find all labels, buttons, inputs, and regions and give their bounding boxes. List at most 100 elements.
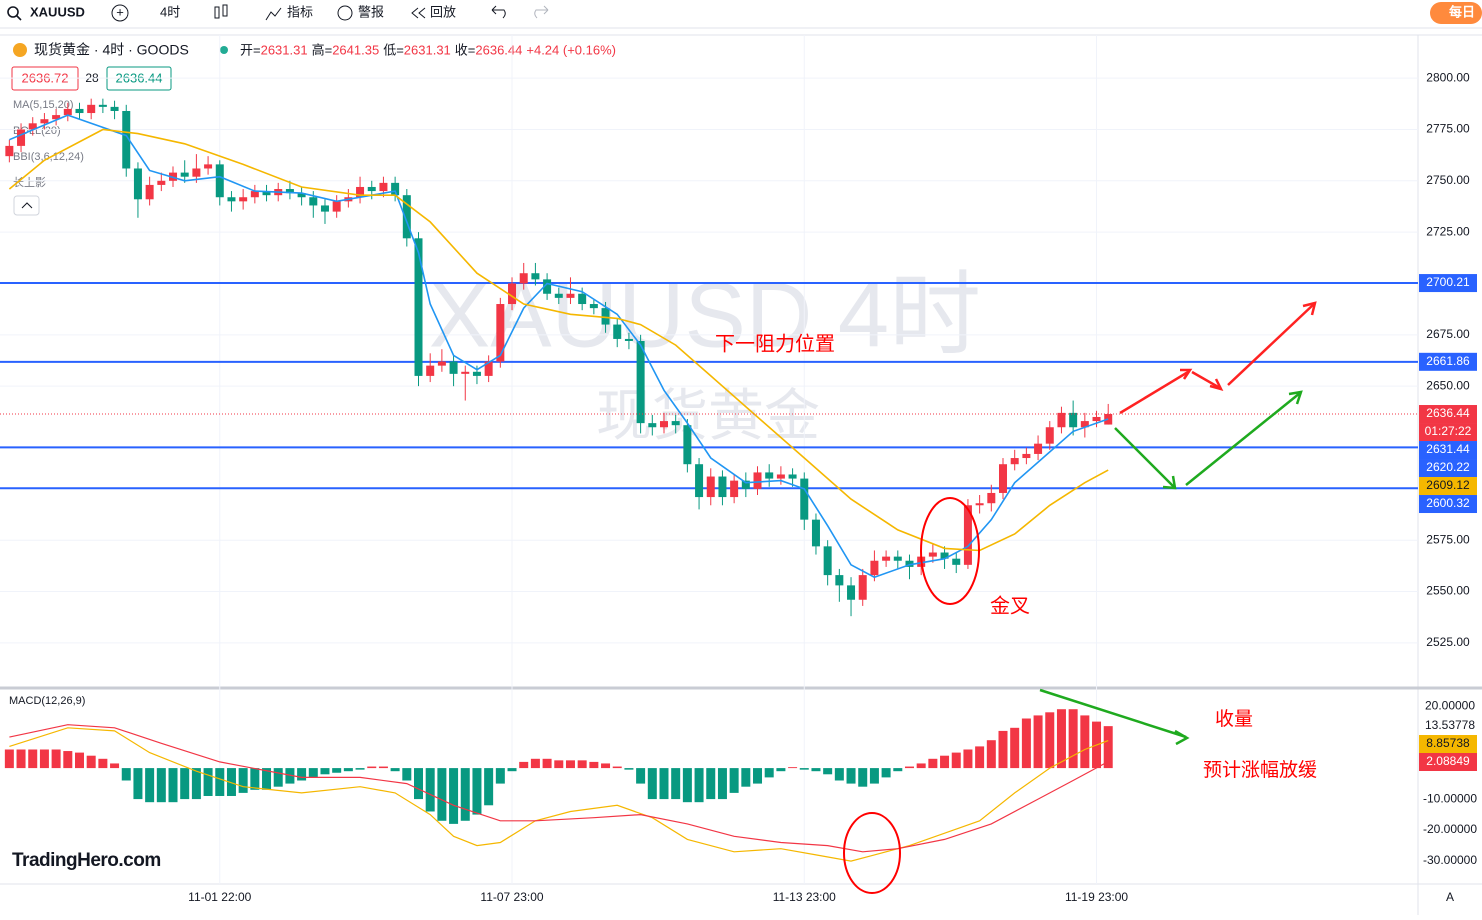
- candle-body: [554, 293, 563, 298]
- annotation: 预计涨幅放缓: [1203, 759, 1317, 781]
- macd-bar: [203, 768, 213, 796]
- search-icon[interactable]: [16, 15, 22, 21]
- candle-body: [589, 304, 598, 309]
- candle-body: [1022, 453, 1031, 459]
- candle-body: [671, 421, 680, 426]
- candle-body: [5, 145, 14, 157]
- macd-bar: [811, 768, 821, 772]
- macd-bar: [519, 761, 529, 769]
- x-tick-label: 11-01 22:00: [188, 890, 251, 904]
- candle-body: [730, 480, 739, 498]
- badge-text[interactable]: 每日: [1449, 4, 1475, 19]
- alert-icon[interactable]: [337, 5, 353, 21]
- macd-bar: [297, 768, 307, 781]
- price-label: 2609.12: [1426, 478, 1470, 492]
- macd-bar: [530, 758, 540, 769]
- y-tick-label: 2525.00: [1426, 635, 1470, 649]
- candle-body: [1010, 458, 1019, 465]
- macd-bar: [273, 768, 283, 787]
- indicator-line: [9, 724, 1109, 853]
- y-tick-label: 2775.00: [1426, 122, 1470, 136]
- macd-bar: [308, 768, 318, 778]
- candle-body: [683, 425, 692, 465]
- candle-body: [320, 205, 329, 212]
- arrow: [1039, 688, 1187, 739]
- macd-bar: [869, 768, 879, 784]
- candle-body: [157, 180, 166, 185]
- macd-bar: [788, 767, 798, 769]
- add-symbol[interactable]: +: [116, 4, 124, 19]
- macd-bar: [437, 768, 447, 821]
- undo[interactable]: [491, 5, 506, 19]
- candle-body: [63, 108, 72, 116]
- macd-bar: [998, 730, 1008, 769]
- candle-body: [215, 164, 224, 198]
- y-tick-label: 2575.00: [1426, 532, 1470, 546]
- candle-body: [659, 421, 668, 428]
- candle-body: [870, 560, 879, 576]
- ohlc-label: 低=: [383, 42, 404, 57]
- macd-bar: [133, 768, 143, 800]
- price-label: 2600.32: [1426, 496, 1470, 510]
- macd-bar: [881, 768, 891, 778]
- candle-body: [414, 238, 423, 376]
- candle-body: [285, 189, 294, 194]
- macd-bar: [414, 768, 424, 800]
- annotation: 下一阻力位置: [715, 332, 835, 355]
- macd-bar: [753, 768, 763, 784]
- collapse-button[interactable]: [13, 195, 40, 216]
- symbol-icon: [13, 43, 27, 57]
- candle-body: [741, 480, 750, 489]
- candle-body: [332, 201, 341, 212]
- macd-bar: [378, 766, 388, 769]
- macd-bar: [776, 768, 786, 772]
- macd-bar: [799, 768, 809, 770]
- redo[interactable]: [534, 5, 549, 19]
- indicators-button[interactable]: 指标: [287, 4, 313, 19]
- macd-bar: [1045, 712, 1055, 769]
- candle-body: [882, 556, 891, 561]
- macd-bar: [355, 768, 365, 770]
- macd-bar: [367, 766, 377, 769]
- add-symbol[interactable]: [111, 4, 129, 22]
- macd-bar: [1056, 709, 1066, 769]
- macd-bar: [63, 751, 73, 769]
- chart-type-icon[interactable]: [214, 4, 228, 19]
- price-label-bg: [1419, 405, 1477, 424]
- y-tick-label: 20.00000: [1425, 698, 1475, 712]
- candle-body: [122, 110, 131, 169]
- candle-body: [578, 293, 587, 305]
- macd-bar: [601, 763, 611, 769]
- macd-bar: [168, 768, 178, 803]
- search-icon[interactable]: [7, 6, 19, 18]
- arrow: [1288, 390, 1303, 405]
- candle-body: [823, 546, 832, 576]
- candle-body: [624, 338, 633, 341]
- macd-bar: [285, 768, 295, 784]
- indicator-label: BBI(3,6,12,24): [13, 151, 84, 163]
- candle-body: [1045, 427, 1054, 444]
- macd-bar: [554, 760, 564, 769]
- alerts-button[interactable]: 警报: [358, 4, 384, 19]
- candle-body: [472, 371, 481, 376]
- indicator-label: MA(5,15,20): [13, 99, 74, 111]
- replay-icon[interactable]: [411, 7, 426, 19]
- symbol[interactable]: XAUUSD: [30, 4, 85, 19]
- price-label-bg: [1419, 352, 1477, 371]
- replay-button[interactable]: 回放: [430, 4, 456, 19]
- ohlc-value: 2641.35: [332, 42, 379, 57]
- indicator-icon[interactable]: [265, 7, 282, 21]
- highlight-circle: [920, 497, 980, 605]
- interval[interactable]: 4时: [160, 4, 180, 19]
- macd-bar: [460, 768, 470, 821]
- scale-mode: A: [1446, 890, 1454, 904]
- indicator-line: [9, 114, 1109, 579]
- macd-bar: [16, 749, 26, 769]
- macd-bar: [320, 768, 330, 775]
- arrow: [1180, 368, 1193, 380]
- badge[interactable]: [1430, 2, 1482, 24]
- collapse-icon[interactable]: [21, 202, 33, 209]
- y-tick-label: -30.00000: [1423, 853, 1477, 867]
- macd-bar: [110, 763, 120, 769]
- candle-body: [508, 283, 517, 305]
